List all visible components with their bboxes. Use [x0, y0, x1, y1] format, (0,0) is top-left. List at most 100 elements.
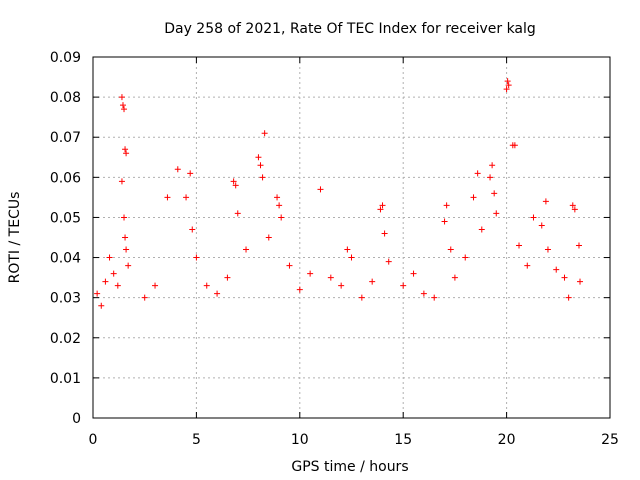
data-point-marker: [577, 278, 584, 285]
data-point-marker: [565, 294, 572, 301]
x-tick-label: 15: [394, 432, 412, 448]
data-point-marker: [118, 178, 125, 185]
data-point-marker: [505, 82, 512, 89]
x-tick-label: 20: [498, 432, 516, 448]
data-point-marker: [462, 254, 469, 261]
data-point-marker: [317, 186, 324, 193]
y-tick-label: 0.06: [50, 170, 81, 186]
data-point-marker: [94, 290, 101, 297]
data-point-marker: [511, 142, 518, 149]
data-point-marker: [338, 282, 345, 289]
data-point-marker: [224, 274, 231, 281]
data-point-marker: [327, 274, 334, 281]
data-point-marker: [203, 282, 210, 289]
data-point-marker: [110, 270, 117, 277]
data-point-marker: [379, 202, 386, 209]
data-point-marker: [491, 190, 498, 197]
chart-title: Day 258 of 2021, Rate Of TEC Index for r…: [164, 21, 536, 37]
y-tick-label: 0.08: [50, 90, 81, 106]
data-point-marker: [474, 170, 481, 177]
data-point-marker: [261, 130, 268, 137]
data-point-marker: [123, 246, 130, 253]
data-point-marker: [348, 254, 355, 261]
grid-lines: [93, 57, 610, 418]
y-tick-label: 0.07: [50, 130, 81, 146]
data-point-marker: [385, 258, 392, 265]
data-point-marker: [183, 194, 190, 201]
data-point-marker: [524, 262, 531, 269]
data-point-marker: [286, 262, 293, 269]
data-point-marker: [447, 246, 454, 253]
data-point-marker: [561, 274, 568, 281]
y-tick-label: 0.05: [50, 210, 81, 226]
data-point-marker: [410, 270, 417, 277]
data-point-marker: [152, 282, 159, 289]
y-tick-label: 0: [72, 411, 81, 427]
data-point-marker: [503, 86, 510, 93]
data-point-marker: [121, 106, 128, 113]
data-point-marker: [255, 154, 262, 161]
data-point-marker: [189, 226, 196, 233]
data-point-marker: [553, 266, 560, 273]
data-point-marker: [232, 182, 239, 189]
x-axis-label: GPS time / hours: [291, 459, 408, 475]
x-tick-label: 0: [89, 432, 98, 448]
x-tick-label: 5: [192, 432, 201, 448]
data-point-marker: [470, 194, 477, 201]
data-point-marker: [516, 242, 523, 249]
data-point-marker: [141, 294, 148, 301]
data-point-marker: [377, 206, 384, 213]
data-point-marker: [296, 286, 303, 293]
axis-ticks: 0 5 10 15 20 25 0 0.01 0.02 0.03 0.04 0.05 0.06 0.07 0…: [50, 50, 619, 448]
data-point-marker: [278, 214, 285, 221]
data-point-marker: [98, 302, 105, 309]
data-point-marker: [344, 246, 351, 253]
data-point-marker: [530, 214, 537, 221]
data-point-marker: [571, 206, 578, 213]
data-point-marker: [114, 282, 121, 289]
data-point-marker: [489, 162, 496, 169]
data-point-marker: [441, 218, 448, 225]
y-tick-label: 0.02: [50, 331, 81, 347]
data-point-marker: [487, 174, 494, 181]
data-point-marker: [443, 202, 450, 209]
y-axis-label: ROTI / TECUs: [7, 192, 23, 284]
data-point-marker: [214, 290, 221, 297]
data-point-marker: [307, 270, 314, 277]
x-tick-label: 10: [291, 432, 309, 448]
plot-frame: [92, 56, 611, 419]
data-point-marker: [193, 254, 200, 261]
data-point-marker: [106, 254, 113, 261]
data-point-marker: [451, 274, 458, 281]
data-point-marker: [119, 102, 126, 109]
y-tick-label: 0.09: [50, 50, 81, 66]
data-point-marker: [369, 278, 376, 285]
data-point-marker: [544, 246, 551, 253]
data-point-marker: [164, 194, 171, 201]
data-point-marker: [118, 94, 125, 101]
data-point-marker: [381, 230, 388, 237]
data-point-marker: [102, 278, 109, 285]
y-tick-label: 0.04: [50, 251, 81, 267]
data-point-marker: [174, 166, 181, 173]
data-point-marker: [257, 162, 264, 169]
data-point-marker: [265, 234, 272, 241]
data-point-marker: [478, 226, 485, 233]
data-point-marker: [187, 170, 194, 177]
data-points: [94, 78, 584, 309]
data-point-marker: [569, 202, 576, 209]
data-point-marker: [123, 150, 130, 157]
data-point-marker: [400, 282, 407, 289]
data-point-marker: [504, 78, 511, 85]
data-point-marker: [431, 294, 438, 301]
data-point-marker: [542, 198, 549, 205]
data-point-marker: [122, 146, 129, 153]
data-point-marker: [276, 202, 283, 209]
data-point-marker: [125, 262, 132, 269]
y-tick-label: 0.03: [50, 291, 81, 307]
x-tick-label: 25: [601, 432, 619, 448]
data-point-marker: [230, 178, 237, 185]
data-point-marker: [234, 210, 241, 217]
